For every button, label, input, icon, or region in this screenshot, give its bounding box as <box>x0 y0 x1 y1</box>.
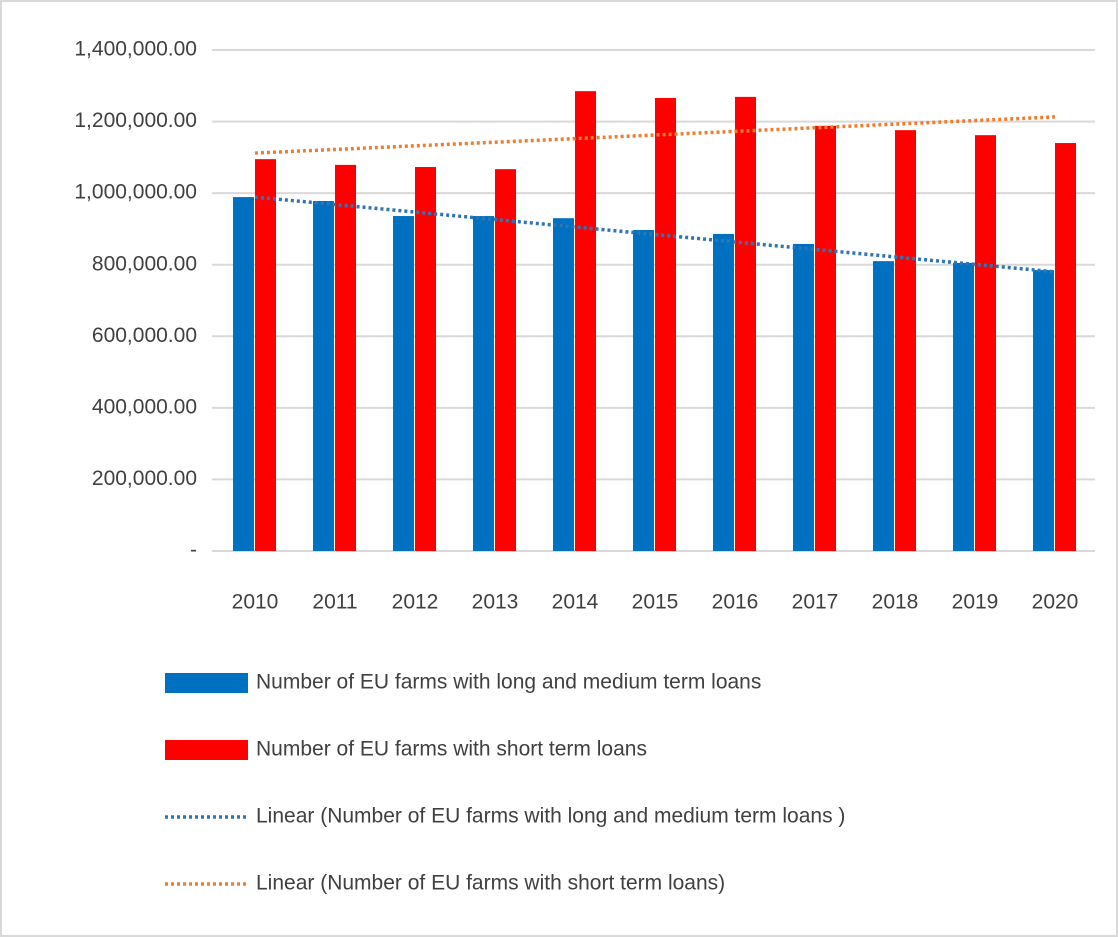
x-tick-label: 2018 <box>872 591 919 614</box>
x-tick-label: 2019 <box>952 591 999 614</box>
y-tick-label: 200,000.00 <box>92 467 197 490</box>
y-tick-label: 1,400,000.00 <box>74 38 197 61</box>
y-tick-label: 800,000.00 <box>92 252 197 275</box>
bar <box>655 97 676 552</box>
bar <box>633 230 654 551</box>
bar <box>895 130 916 551</box>
y-tick-label: 400,000.00 <box>92 395 197 418</box>
bar <box>975 135 996 552</box>
bar <box>495 169 516 551</box>
legend-label: Number of EU farms with long and medium … <box>256 671 761 694</box>
bar <box>575 91 596 552</box>
y-tick-label: - <box>190 539 197 562</box>
bar <box>1055 143 1076 552</box>
x-tick-label: 2015 <box>632 591 679 614</box>
y-tick-label: 600,000.00 <box>92 324 197 347</box>
y-tick-label: 1,200,000.00 <box>74 109 197 132</box>
y-tick-label: 1,000,000.00 <box>74 181 197 204</box>
bar <box>713 233 734 551</box>
bar <box>553 218 574 551</box>
x-tick-label: 2016 <box>712 591 759 614</box>
bar <box>255 159 276 551</box>
legend-label: Linear (Number of EU farms with long and… <box>256 805 845 828</box>
bar <box>1033 270 1054 551</box>
bar <box>953 262 974 551</box>
x-tick-label: 2011 <box>312 591 357 614</box>
x-tick-label: 2013 <box>472 591 519 614</box>
bar <box>473 216 494 551</box>
x-tick-label: 2010 <box>232 591 279 614</box>
x-tick-label: 2014 <box>552 591 599 614</box>
legend-label: Linear (Number of EU farms with short te… <box>256 872 725 895</box>
bar <box>873 261 894 551</box>
trend-line <box>254 195 1056 274</box>
legend-label: Number of EU farms with short term loans <box>256 738 647 761</box>
bar <box>415 167 436 551</box>
trend-line <box>254 115 1056 155</box>
bar <box>335 164 356 552</box>
bar <box>735 96 756 552</box>
legend-swatch <box>165 740 248 760</box>
bar <box>793 243 814 552</box>
bar <box>393 216 414 551</box>
x-tick-label: 2020 <box>1032 591 1079 614</box>
bar <box>233 197 254 551</box>
bar <box>815 125 836 551</box>
x-tick-label: 2012 <box>392 591 439 614</box>
x-tick-label: 2017 <box>792 591 839 614</box>
legend-swatch <box>165 673 248 693</box>
bar <box>313 201 334 551</box>
